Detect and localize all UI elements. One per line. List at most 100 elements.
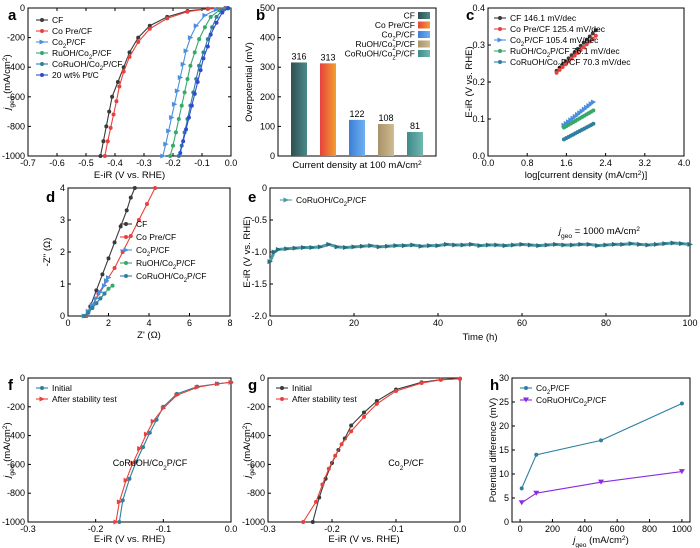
data-point [136, 35, 141, 40]
current-density-annotation: jgeo = 1000 mA/cm2 [557, 226, 640, 240]
x-tick-label: 8 [227, 318, 232, 328]
sample-annotation: Co2P/CF [388, 458, 424, 472]
x-tick-label: 400 [577, 524, 592, 534]
data-point [97, 289, 104, 295]
data-point [110, 94, 115, 99]
data-point [591, 121, 596, 126]
data-point [136, 40, 141, 45]
x-tick-label: -0.4 [107, 158, 123, 168]
x-axis-label: E-iR (V vs. RHE) [94, 170, 165, 181]
data-point [171, 101, 178, 107]
bar [378, 124, 394, 156]
data-point [653, 241, 660, 247]
y-tick-label: 4 [60, 183, 65, 193]
y-tick-label: -800 [7, 488, 25, 498]
data-point [334, 244, 341, 250]
x-tick-label: -0.1 [156, 524, 172, 534]
data-point [575, 46, 580, 51]
data-point [527, 242, 534, 248]
legend-marker [280, 397, 284, 401]
legend-entry: CoRuOH/Co2P/CF [136, 271, 206, 284]
data-point [106, 275, 112, 281]
data-point [309, 245, 315, 251]
data-point [112, 266, 117, 270]
data-point [147, 430, 152, 435]
bar-value-label: 313 [320, 52, 335, 62]
bar-value-label: 81 [410, 121, 420, 131]
y-axis-label: Overpotential (mV) [244, 42, 255, 122]
legend-entry: Co Pre/CF 125.4 mV/dec [510, 24, 606, 34]
data-point [171, 143, 175, 148]
legend-swatch [418, 40, 430, 48]
y-tick-label: 10 [499, 469, 509, 479]
data-point [679, 241, 685, 247]
data-point [590, 99, 597, 105]
data-point [214, 14, 219, 19]
data-point [561, 242, 567, 248]
data-point [100, 272, 105, 277]
data-point [351, 244, 357, 250]
legend-marker [283, 197, 289, 203]
data-point [188, 63, 193, 68]
chart-g: -0.3 -0.2 -0.1 0.0 0 -200 -400 -600 -800 -1000 Ini… [242, 373, 467, 545]
data-point [502, 243, 509, 249]
bar-value-label: 122 [349, 109, 364, 119]
y-tick-label: -400 [247, 431, 265, 441]
legend-entry: Co2P/CF 105.4 mV/dec [510, 35, 599, 48]
legend-marker [39, 39, 45, 45]
data-point [205, 37, 210, 42]
data-point [186, 115, 191, 120]
x-axis-label: Current density at 100 mA/cm2 [292, 160, 422, 172]
data-point [554, 70, 559, 75]
data-point [301, 520, 306, 524]
y-tick-label: -200 [7, 33, 25, 43]
legend-marker [524, 386, 528, 390]
x-axis-label: E-iR (V vs. RHE) [94, 534, 165, 545]
data-point [205, 6, 210, 11]
data-point [544, 242, 551, 248]
data-point [134, 459, 139, 464]
legend-entry: After stability test [292, 394, 357, 404]
data-point [136, 218, 141, 222]
data-point [581, 45, 586, 50]
y-tick-label: 25 [499, 397, 509, 407]
data-point [620, 241, 626, 247]
data-point [566, 56, 571, 61]
y-tick-label: 100 [260, 121, 275, 131]
data-point [185, 9, 190, 14]
y-tick-label: -1.0 [251, 247, 267, 257]
x-tick-label: -0.5 [78, 158, 94, 168]
data-point [271, 249, 278, 255]
data-point [201, 50, 206, 55]
data-point [179, 103, 184, 108]
legend-marker [40, 386, 44, 390]
data-point [192, 91, 197, 96]
data-point [121, 69, 126, 74]
data-point [117, 84, 122, 89]
data-point [120, 498, 125, 503]
x-tick-label: -0.7 [20, 158, 36, 168]
legend-marker [39, 396, 45, 402]
data-point [343, 245, 349, 251]
data-point [662, 241, 668, 247]
data-point [176, 154, 181, 158]
legend-entry: CF [52, 15, 63, 25]
data-point [452, 242, 458, 248]
data-point [127, 50, 132, 55]
data-point [557, 67, 562, 72]
bar [320, 63, 336, 156]
x-tick-label: 100 [682, 318, 697, 328]
legend-entry: Co Pre/CF [52, 26, 92, 36]
legend-entry: Co2P/CF [52, 37, 86, 50]
legend-marker [123, 247, 129, 253]
y-tick-label: -600 [7, 459, 25, 469]
chart-d: 0 2 4 6 8 0 1 2 3 4 CF Co Pre/CF Co2P/CFRuOH/Co2P/CF… [42, 183, 233, 341]
data-point [578, 43, 583, 48]
data-point [214, 6, 220, 12]
data-point [197, 37, 202, 42]
data-point [301, 245, 307, 251]
legend-swatch [418, 31, 430, 38]
panel-label-c: c [466, 7, 474, 24]
data-point [112, 240, 117, 245]
panel-label-g: g [248, 377, 257, 394]
